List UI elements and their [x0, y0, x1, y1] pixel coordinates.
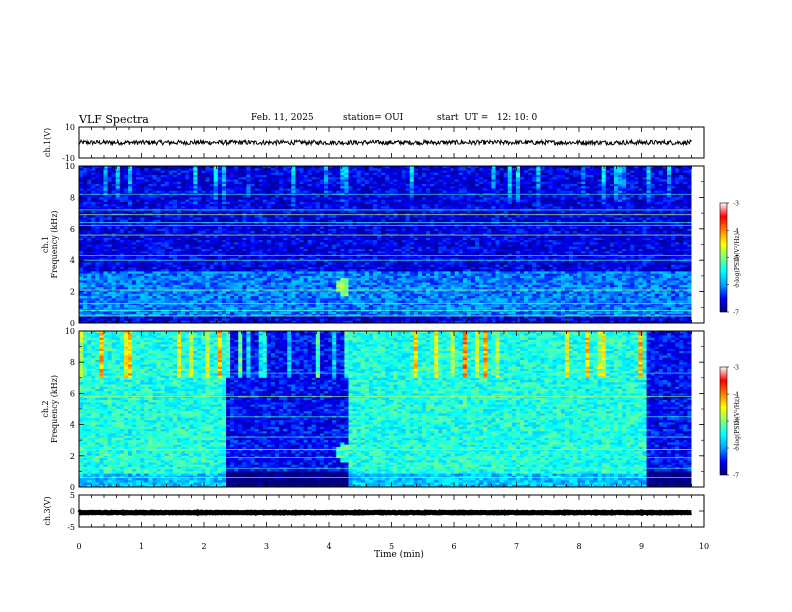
- y-tick-label: -5: [67, 523, 75, 532]
- y-axis-label-channel: ch.1: [41, 236, 50, 253]
- x-tick-label: 4: [326, 542, 331, 551]
- y-tick-label: 2: [70, 288, 75, 297]
- colorbars-group: -3-4-5-6-7log(PSD)(V²/Hz)-3-4-5-6-7log(P…: [720, 201, 741, 480]
- y-tick-label: 4: [70, 256, 75, 265]
- colorbar: [720, 203, 727, 312]
- colorbar-tick-label: -3: [733, 201, 739, 208]
- x-axis-label: Time (min): [374, 549, 424, 560]
- colorbar-tick-label: -3: [733, 365, 739, 372]
- x-tick-label: 2: [201, 542, 206, 551]
- colorbar-tick-label: -6: [733, 282, 739, 289]
- ch1-spectrogram-image: [79, 166, 704, 323]
- x-tick-label: 1: [139, 542, 144, 551]
- ch2-spectrogram-image: [79, 331, 704, 487]
- y-tick-label: 4: [70, 421, 75, 430]
- y-tick-label: 2: [70, 452, 75, 461]
- x-tick-label: 9: [639, 542, 644, 551]
- y-axis-label: ch.1(V): [43, 128, 52, 157]
- x-tick-label: 3: [264, 542, 269, 551]
- colorbar-label: log(PSD)(V²/Hz): [734, 397, 741, 446]
- ch1-waveform-trace: [79, 140, 692, 145]
- vlf-figure: 10-10ch.1(V)0246810ch.1 Frequency (kHz)02…: [0, 0, 792, 612]
- y-tick-label: 0: [70, 507, 75, 516]
- y-axis-label-frequency: Frequency (kHz): [50, 210, 59, 278]
- x-tick-label: 7: [514, 542, 519, 551]
- y-tick-label: 5: [70, 491, 75, 500]
- colorbar-label: log(PSD)(V²/Hz): [734, 233, 741, 282]
- y-tick-label: 8: [70, 193, 75, 202]
- colorbar-tick-label: -7: [733, 473, 739, 480]
- y-tick-label: 10: [65, 123, 75, 132]
- colorbar: [720, 367, 727, 475]
- ch3-waveform-trace: [79, 512, 692, 513]
- y-tick-label: 10: [65, 162, 75, 171]
- colorbar-tick-label: -6: [733, 446, 739, 453]
- y-tick-label: 6: [70, 225, 75, 234]
- y-tick-label: 10: [65, 327, 75, 336]
- y-tick-label: 8: [70, 358, 75, 367]
- x-tick-label: 8: [576, 542, 581, 551]
- x-tick-label: 0: [76, 542, 81, 551]
- y-tick-label: 6: [70, 389, 75, 398]
- colorbar-tick-label: -7: [733, 310, 739, 317]
- y-axis-label-channel: ch.2: [41, 400, 50, 417]
- y-axis-label-frequency: Frequency (kHz): [50, 375, 59, 443]
- x-tick-label: 6: [451, 542, 456, 551]
- x-tick-label: 10: [699, 542, 709, 551]
- y-axis-label: ch.3(V): [43, 496, 52, 525]
